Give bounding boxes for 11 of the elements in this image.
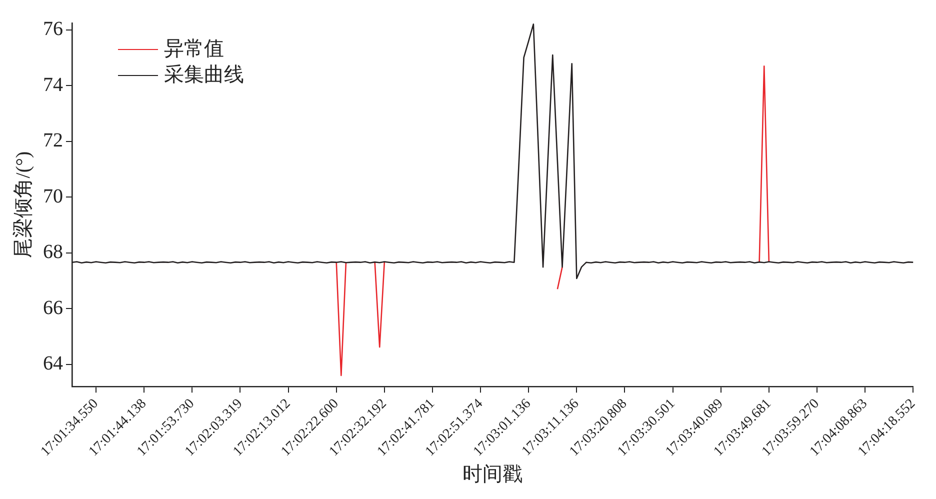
- y-tick-label: 64: [43, 352, 63, 375]
- y-tick-label: 70: [43, 185, 63, 208]
- y-tick-label: 66: [43, 296, 63, 319]
- y-tick-label: 72: [43, 130, 63, 152]
- legend-label: 采集曲线: [164, 63, 244, 88]
- x-axis-title: 时间戳: [462, 463, 523, 486]
- y-tick-label: 76: [43, 18, 63, 40]
- y-tick-label: 74: [43, 74, 63, 96]
- y-tick-label: 68: [43, 241, 63, 264]
- legend-label: 异常值: [164, 37, 224, 62]
- y-axis-title: 尾梁倾角/(°): [12, 151, 34, 258]
